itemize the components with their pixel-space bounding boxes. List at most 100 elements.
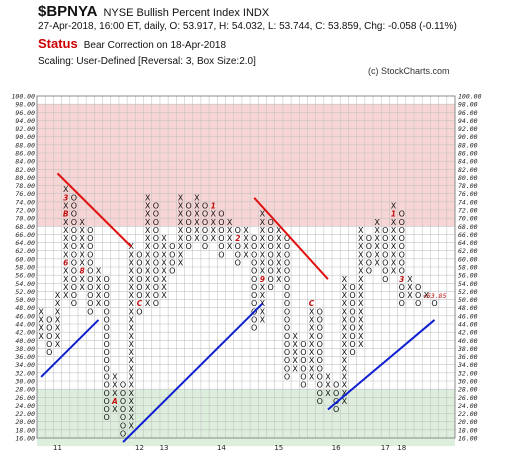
x-mark: X (145, 291, 151, 300)
o-mark: O (267, 275, 273, 284)
x-mark: X (276, 259, 282, 268)
o-mark: O (71, 275, 77, 284)
x-mark: X (342, 340, 348, 349)
o-mark: O (104, 332, 110, 341)
y-tick-right: 58.00 (458, 264, 478, 272)
o-mark: O (284, 291, 290, 300)
x-mark: X (276, 275, 282, 284)
x-mark: X (276, 250, 282, 259)
o-mark: O (349, 316, 355, 325)
month-marker: C (309, 299, 315, 308)
o-mark: O (333, 381, 339, 390)
o-mark: O (415, 283, 421, 292)
y-tick-right: 70.00 (458, 215, 478, 223)
x-mark: X (309, 364, 315, 373)
o-mark: O (104, 381, 110, 390)
o-mark: O (317, 348, 323, 357)
x-mark: X (129, 299, 135, 308)
y-tick-right: 78.00 (458, 182, 478, 190)
o-mark: O (349, 324, 355, 333)
o-mark: O (71, 202, 77, 211)
x-mark: X (55, 299, 61, 308)
y-tick-left: 20.00 (15, 418, 35, 426)
x-mark: X (342, 332, 348, 341)
x-mark: X (342, 275, 348, 284)
x-mark: X (112, 405, 118, 414)
x-mark: X (424, 291, 430, 300)
o-mark: O (399, 226, 405, 235)
x-mark: X (325, 381, 331, 390)
o-mark: O (251, 242, 257, 251)
y-tick-left: 100.00 (12, 93, 36, 101)
y-tick-right: 62.00 (458, 247, 478, 255)
x-mark: X (292, 332, 298, 341)
x-mark: X (227, 234, 233, 243)
x-mark: X (391, 202, 397, 211)
x-mark: X (260, 218, 266, 227)
o-mark: O (87, 259, 93, 268)
trendline-bearish-resistance (56, 172, 132, 248)
x-mark: X (178, 234, 184, 243)
x-mark: X (79, 226, 85, 235)
o-mark: O (104, 316, 110, 325)
x-mark: X (243, 226, 249, 235)
y-tick-right: 68.00 (458, 223, 478, 231)
x-mark: X (391, 226, 397, 235)
o-mark: O (136, 283, 142, 292)
y-tick-left: 96.00 (15, 109, 35, 117)
x-axis-label: 16 (332, 444, 341, 452)
zone-overbought (37, 104, 455, 227)
x-mark: X (38, 316, 44, 325)
x-mark: X (210, 226, 216, 235)
o-mark: O (218, 234, 224, 243)
x-mark: X (358, 259, 364, 268)
o-mark: O (399, 283, 405, 292)
o-mark: O (120, 405, 126, 414)
o-mark: O (251, 267, 257, 276)
o-mark: O (349, 332, 355, 341)
x-mark: X (309, 373, 315, 382)
y-tick-right: 50.00 (458, 296, 478, 304)
month-marker: 8 (79, 267, 84, 276)
o-mark: O (202, 210, 208, 219)
y-tick-right: 96.00 (458, 109, 478, 117)
x-mark: X (342, 348, 348, 357)
y-tick-right: 56.00 (458, 272, 478, 280)
o-mark: O (317, 389, 323, 398)
o-mark: O (120, 413, 126, 422)
x-mark: X (358, 324, 364, 333)
x-axis-label: 18 (397, 444, 406, 452)
x-mark: X (210, 210, 216, 219)
x-mark: X (358, 332, 364, 341)
o-mark: O (218, 226, 224, 235)
o-mark: O (284, 373, 290, 382)
o-mark: O (136, 267, 142, 276)
x-mark: X (358, 307, 364, 316)
o-mark: O (104, 405, 110, 414)
o-mark: O (87, 299, 93, 308)
o-mark: O (104, 324, 110, 333)
o-mark: O (218, 242, 224, 251)
o-mark: O (218, 250, 224, 259)
x-mark: X (374, 226, 380, 235)
x-mark: X (276, 267, 282, 276)
y-tick-right: 44.00 (458, 321, 478, 329)
o-mark: O (87, 283, 93, 292)
o-mark: O (399, 299, 405, 308)
o-mark: O (333, 389, 339, 398)
x-mark: X (79, 234, 85, 243)
x-mark: X (129, 381, 135, 390)
o-mark: O (382, 242, 388, 251)
y-tick-right: 54.00 (458, 280, 478, 288)
y-tick-left: 92.00 (15, 125, 35, 133)
o-mark: O (349, 307, 355, 316)
x-mark: X (309, 324, 315, 333)
o-mark: O (136, 291, 142, 300)
x-mark: X (55, 291, 61, 300)
y-tick-right: 52.00 (458, 288, 478, 296)
o-mark: O (267, 226, 273, 235)
o-mark: O (153, 283, 159, 292)
o-mark: O (349, 283, 355, 292)
month-marker: 6 (63, 259, 68, 268)
o-mark: O (153, 275, 159, 284)
